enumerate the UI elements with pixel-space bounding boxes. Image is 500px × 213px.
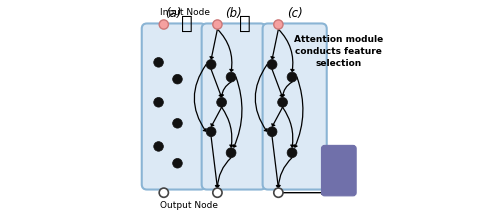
Circle shape — [172, 158, 182, 168]
FancyBboxPatch shape — [322, 145, 356, 196]
Circle shape — [206, 127, 216, 137]
Circle shape — [278, 97, 287, 107]
FancyBboxPatch shape — [142, 23, 206, 190]
Circle shape — [154, 142, 164, 151]
Circle shape — [172, 74, 182, 84]
Circle shape — [274, 20, 283, 29]
Text: (a): (a) — [166, 7, 182, 20]
Text: (c): (c) — [287, 7, 302, 20]
Circle shape — [159, 188, 168, 197]
Circle shape — [154, 98, 164, 107]
Circle shape — [226, 148, 236, 158]
Text: 🎲: 🎲 — [181, 14, 193, 33]
FancyBboxPatch shape — [202, 23, 266, 190]
Circle shape — [213, 188, 222, 197]
Text: Attention module
conducts feature
selection: Attention module conducts feature select… — [294, 35, 384, 68]
Text: Output Node: Output Node — [160, 201, 218, 210]
Circle shape — [267, 127, 277, 137]
FancyBboxPatch shape — [262, 23, 326, 190]
Circle shape — [172, 118, 182, 128]
Text: 🎲: 🎲 — [239, 14, 250, 33]
Text: (b): (b) — [226, 7, 242, 20]
Circle shape — [213, 20, 222, 29]
Circle shape — [287, 72, 297, 82]
Circle shape — [274, 188, 283, 197]
Circle shape — [159, 20, 168, 29]
Circle shape — [216, 97, 226, 107]
Circle shape — [267, 60, 277, 69]
Circle shape — [226, 72, 236, 82]
Circle shape — [154, 58, 164, 67]
Text: Input Node: Input Node — [160, 9, 210, 17]
Circle shape — [206, 60, 216, 69]
Circle shape — [287, 148, 297, 158]
